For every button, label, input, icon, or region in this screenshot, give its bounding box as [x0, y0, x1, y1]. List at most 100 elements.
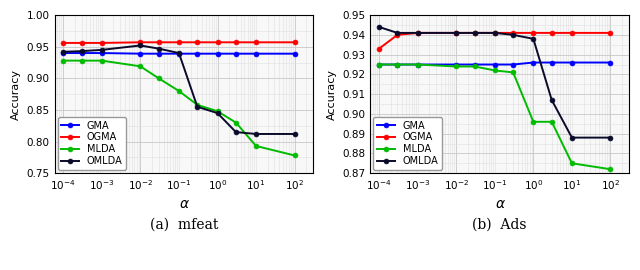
OMLDA	[193, 105, 201, 109]
Line: OMLDA: OMLDA	[376, 25, 613, 140]
OGMA	[394, 33, 401, 36]
GMA	[136, 52, 144, 55]
OGMA	[509, 31, 517, 35]
GMA	[98, 51, 106, 55]
GMA	[375, 63, 383, 66]
X-axis label: α: α	[495, 197, 504, 211]
OMLDA	[452, 31, 460, 35]
GMA	[509, 63, 517, 66]
OMLDA	[509, 33, 517, 36]
Y-axis label: Accuracy: Accuracy	[11, 69, 21, 120]
OGMA	[252, 41, 260, 44]
OMLDA	[291, 132, 298, 136]
OGMA	[548, 31, 556, 35]
GMA	[78, 51, 86, 55]
MLDA	[529, 120, 537, 123]
OGMA	[214, 41, 221, 44]
MLDA	[607, 168, 614, 171]
OGMA	[98, 41, 106, 45]
GMA	[291, 52, 298, 55]
OGMA	[155, 41, 163, 44]
OMLDA	[491, 31, 499, 35]
Line: MLDA: MLDA	[61, 58, 297, 158]
OGMA	[193, 41, 201, 44]
MLDA	[78, 59, 86, 62]
OGMA	[136, 41, 144, 44]
MLDA	[214, 110, 221, 113]
MLDA	[232, 121, 240, 124]
GMA	[607, 61, 614, 64]
OMLDA	[155, 47, 163, 50]
GMA	[471, 63, 479, 66]
OGMA	[471, 31, 479, 35]
OMLDA	[471, 31, 479, 35]
GMA	[452, 63, 460, 66]
Text: (b)  Ads: (b) Ads	[472, 217, 527, 231]
OMLDA	[568, 136, 576, 139]
GMA	[491, 63, 499, 66]
OMLDA	[98, 48, 106, 52]
OMLDA	[78, 49, 86, 53]
OMLDA	[175, 51, 183, 55]
MLDA	[291, 154, 298, 157]
OGMA	[60, 41, 67, 45]
OGMA	[175, 41, 183, 44]
MLDA	[509, 71, 517, 74]
GMA	[394, 63, 401, 66]
OGMA	[78, 41, 86, 45]
OMLDA	[414, 31, 422, 35]
OGMA	[491, 31, 499, 35]
OMLDA	[252, 132, 260, 136]
GMA	[232, 52, 240, 55]
Legend: GMA, OGMA, MLDA, OMLDA: GMA, OGMA, MLDA, OMLDA	[373, 117, 442, 170]
OMLDA	[136, 44, 144, 47]
MLDA	[548, 120, 556, 123]
GMA	[175, 52, 183, 55]
OGMA	[291, 41, 298, 44]
MLDA	[568, 162, 576, 165]
OGMA	[452, 31, 460, 35]
Line: GMA: GMA	[376, 60, 613, 67]
MLDA	[375, 63, 383, 66]
GMA	[214, 52, 221, 55]
GMA	[193, 52, 201, 55]
OMLDA	[375, 25, 383, 29]
OMLDA	[394, 31, 401, 35]
OGMA	[232, 41, 240, 44]
Line: GMA: GMA	[61, 50, 297, 56]
MLDA	[394, 63, 401, 66]
OMLDA	[214, 112, 221, 115]
OGMA	[529, 31, 537, 35]
Legend: GMA, OGMA, MLDA, OMLDA: GMA, OGMA, MLDA, OMLDA	[58, 117, 126, 170]
X-axis label: α: α	[179, 197, 188, 211]
OGMA	[607, 31, 614, 35]
GMA	[252, 52, 260, 55]
MLDA	[175, 89, 183, 93]
MLDA	[452, 65, 460, 68]
OMLDA	[548, 99, 556, 102]
MLDA	[193, 103, 201, 106]
GMA	[568, 61, 576, 64]
Line: MLDA: MLDA	[376, 62, 613, 172]
MLDA	[136, 65, 144, 68]
OGMA	[568, 31, 576, 35]
GMA	[548, 61, 556, 64]
Y-axis label: Accuracy: Accuracy	[327, 69, 337, 120]
OMLDA	[232, 130, 240, 134]
OMLDA	[529, 37, 537, 40]
OGMA	[375, 47, 383, 50]
Text: (a)  mfeat: (a) mfeat	[150, 217, 218, 231]
OGMA	[414, 31, 422, 35]
MLDA	[155, 77, 163, 80]
MLDA	[414, 63, 422, 66]
MLDA	[471, 65, 479, 68]
Line: OMLDA: OMLDA	[61, 43, 297, 136]
OMLDA	[60, 50, 67, 53]
MLDA	[60, 59, 67, 62]
GMA	[60, 51, 67, 55]
GMA	[529, 61, 537, 64]
Line: OGMA: OGMA	[376, 31, 613, 51]
MLDA	[98, 59, 106, 62]
OMLDA	[607, 136, 614, 139]
Line: OGMA: OGMA	[61, 40, 297, 45]
